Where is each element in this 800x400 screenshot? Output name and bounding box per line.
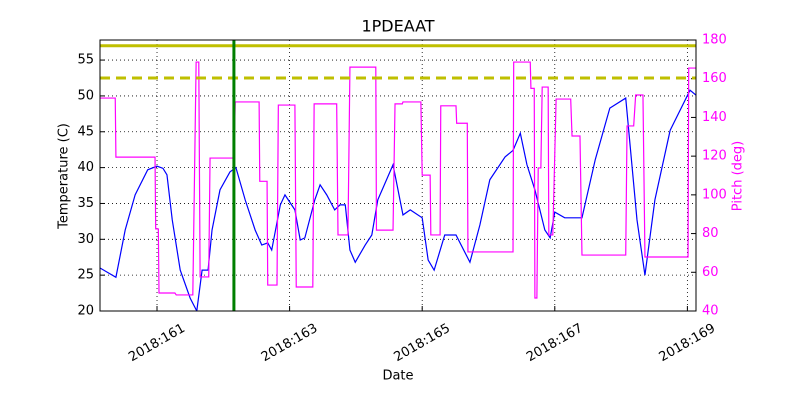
y2-tick-label: 40: [702, 304, 719, 319]
y2-tick-label: 100: [702, 187, 727, 202]
y-tick-label: 30: [77, 232, 94, 247]
y-tick-label: 35: [77, 196, 94, 211]
plot-area: [100, 40, 696, 311]
y-tick-label: 55: [77, 53, 94, 68]
y-tick-label: 50: [77, 88, 94, 103]
y2-tick-label: 60: [702, 265, 719, 280]
plot-frame: [99, 39, 697, 312]
y-tick-label: 45: [77, 124, 94, 139]
y2-axis-label: Pitch (deg): [731, 141, 746, 211]
x-axis-label: Date: [382, 369, 413, 384]
y-axis-label: Temperature (C): [57, 123, 72, 230]
y2-tick-label: 140: [702, 110, 727, 125]
chart-title: 1PDEAAT: [361, 17, 434, 36]
y2-tick-label: 120: [702, 149, 727, 164]
y-tick-label: 20: [77, 304, 94, 319]
y2-tick-label: 80: [702, 226, 719, 241]
y2-tick-label: 160: [702, 71, 727, 86]
series-line: [100, 61, 696, 299]
y2-tick-label: 180: [702, 33, 727, 48]
y-tick-label: 25: [77, 268, 94, 283]
y-tick-label: 40: [77, 160, 94, 175]
